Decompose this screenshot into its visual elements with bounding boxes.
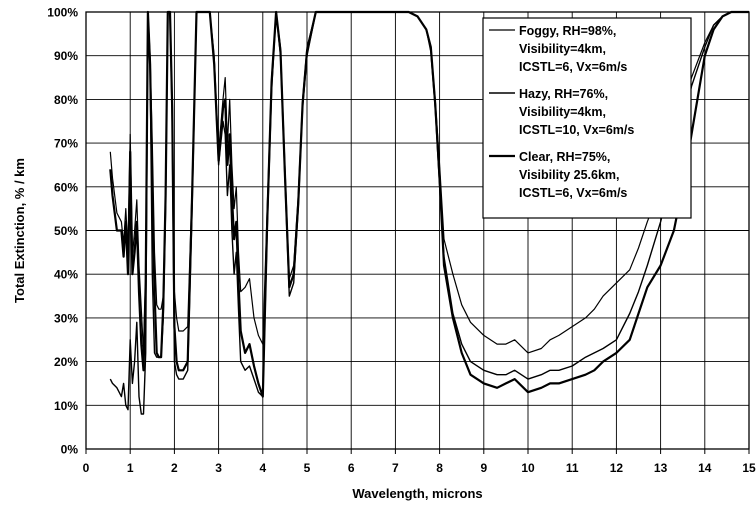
legend-label: ICSTL=10, Vx=6m/s <box>519 123 634 137</box>
y-tick-label: 70% <box>54 137 78 151</box>
x-tick-label: 4 <box>259 461 266 475</box>
legend-box <box>482 17 692 219</box>
legend-label: Visibility=4km, <box>519 42 606 56</box>
x-tick-label: 0 <box>83 461 90 475</box>
legend-label: ICSTL=6, Vx=6m/s <box>519 60 627 74</box>
x-tick-label: 15 <box>742 461 756 475</box>
y-tick-label: 0% <box>61 443 79 457</box>
x-tick-label: 12 <box>610 461 624 475</box>
y-tick-label: 80% <box>54 93 78 107</box>
series-line-3 <box>109 10 749 398</box>
x-tick-label: 3 <box>215 461 222 475</box>
x-tick-label: 9 <box>480 461 487 475</box>
x-tick-label: 8 <box>436 461 443 475</box>
series-lines <box>109 10 749 415</box>
y-tick-label: 100% <box>47 6 78 20</box>
x-tick-label: 11 <box>566 461 579 475</box>
y-tick-label: 30% <box>54 311 78 325</box>
y-tick-label: 60% <box>54 180 78 194</box>
legend-label: ICSTL=6, Vx=6m/s <box>519 186 627 200</box>
y-tick-label: 20% <box>54 355 78 369</box>
y-axis-title: Total Extinction, % / km <box>12 158 27 303</box>
legend-label: Visibility 25.6km, <box>519 168 620 182</box>
legend-label: Visibility=4km, <box>519 105 606 119</box>
legend-label: Clear, RH=75%, <box>519 150 610 164</box>
x-tick-label: 7 <box>392 461 399 475</box>
x-tick-label: 2 <box>171 461 178 475</box>
y-tick-label: 50% <box>54 224 78 238</box>
x-tick-label: 14 <box>698 461 712 475</box>
y-tick-label: 90% <box>54 49 78 63</box>
x-tick-label: 5 <box>304 461 311 475</box>
x-tick-label: 6 <box>348 461 355 475</box>
axes: 0%10%20%30%40%50%60%70%80%90%100%0 1 2 3 4 5 6… <box>47 6 756 476</box>
legend-label: Hazy, RH=76%, <box>519 87 608 101</box>
x-tick-label: 1 <box>127 461 134 475</box>
legend: Foggy, RH=98%, Visibility=4km, ICSTL=6, Vx… <box>482 17 692 219</box>
series-line-2 <box>109 11 749 415</box>
y-tick-label: 40% <box>54 268 78 282</box>
x-tick-label: 13 <box>654 461 668 475</box>
plot-frame <box>85 11 750 450</box>
x-axis-title: Wavelength, microns <box>352 486 482 501</box>
y-tick-label: 10% <box>54 399 78 413</box>
legend-label: Foggy, RH=98%, <box>519 24 616 38</box>
x-tick-label: 10 <box>521 461 535 475</box>
